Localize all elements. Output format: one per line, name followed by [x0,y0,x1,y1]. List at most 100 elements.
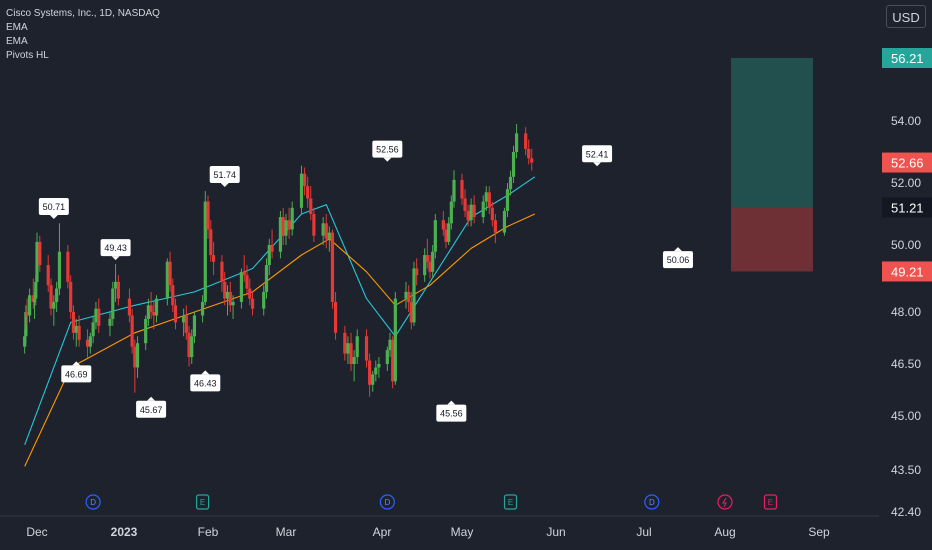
candle [71,305,76,340]
candle-body [321,223,325,236]
price-axis: 54.00 52.00 50.00 48.00 46.50 45.00 43.50 42.40 [891,114,921,519]
candle [346,336,350,364]
candle-body [154,298,159,316]
candle-body [449,201,453,224]
pivot-pointer [383,157,392,162]
candle-body [385,350,389,364]
pivot-pointer [201,370,210,375]
candle [524,127,528,156]
legend-pivots[interactable]: Pivots HL [6,50,49,61]
pivot-box [436,404,467,422]
pivot-pointer [447,400,456,405]
x-tick-label: Aug [714,525,735,539]
candle [24,305,28,344]
pivot-box [61,365,92,383]
pivot-low: 45.67 [136,396,167,418]
pivot-pointer [147,396,156,401]
candle [306,176,310,208]
legend-symbol[interactable]: Cisco Systems, Inc., 1D, NASDAQ [6,8,160,19]
candle [388,332,392,358]
candle-body [200,301,205,316]
candle [281,207,285,245]
candle-body [146,305,150,319]
candle [211,241,216,276]
candle [182,308,186,337]
candle [481,195,485,224]
candle-body [57,251,62,289]
candle [302,167,307,196]
candle-body [377,364,381,368]
candle-body [487,192,491,208]
candle-body [343,332,347,354]
candle [52,295,56,326]
candle-body [514,133,519,152]
event-earnings: E [503,494,518,510]
candle-body [404,291,408,299]
currency-button[interactable]: USD [886,5,926,28]
candle [85,329,90,358]
candle-body [32,298,37,302]
event-earnings: E [763,494,778,510]
candle-body [46,265,50,286]
candle-body [309,198,313,214]
price-labels: 56.21 52.66 51.21 49.21 [882,48,932,282]
y-tick-label: 43.50 [891,463,921,477]
candle-body [466,210,470,221]
candle-body [23,336,27,347]
pivot-value: 46.43 [194,378,217,388]
event-box [195,494,210,510]
pivot-value: 51.74 [213,170,236,180]
candle-body [130,315,134,347]
candle-body [71,312,76,333]
event-circle [644,494,660,510]
candle-body [97,308,101,326]
candle [262,285,266,316]
candle [368,353,372,397]
candle-body [393,298,397,382]
candle [412,261,416,326]
candle [385,346,389,371]
candle-body [409,301,413,323]
event-letter: D [649,498,655,507]
pivot-high: 49.43 [100,239,131,261]
candle [57,223,62,296]
x-tick-label: Jun [546,525,565,539]
candle [28,288,32,323]
candle [364,329,369,368]
candle [423,248,427,282]
candle-body [278,217,283,252]
candle [228,281,232,312]
candle-body [428,261,432,272]
candle [393,291,397,385]
candle-body [203,201,207,302]
event-dividend: D [644,494,660,510]
candle [502,207,507,236]
price-label-value: 51.21 [891,200,924,215]
candle-body [165,261,169,299]
legend-ema-slow[interactable]: EMA [6,36,28,47]
price-label-value: 49.21 [891,264,924,279]
candle [55,281,59,312]
pivot-labels: 50.71 46.69 49.43 45.67 46.43 51.74 52.56 45.56… [38,140,693,422]
candle [239,268,244,309]
candle [38,235,42,272]
candle [487,186,491,214]
candle [74,318,78,347]
candle [49,278,53,316]
pivot-box [582,145,613,163]
candle-body [173,305,178,323]
candle-body [264,265,269,292]
candle-body [484,192,488,202]
candle-body [91,322,95,337]
candle [130,308,134,354]
candle [449,195,453,230]
candle [409,291,413,330]
legend-ema-fast[interactable]: EMA [6,22,28,33]
candle-body [88,336,92,347]
pivot-pointer [49,214,58,219]
pivot-high: 51.74 [209,166,240,188]
candle-body [108,318,112,326]
price-label-box [882,48,932,68]
candle [152,301,156,330]
